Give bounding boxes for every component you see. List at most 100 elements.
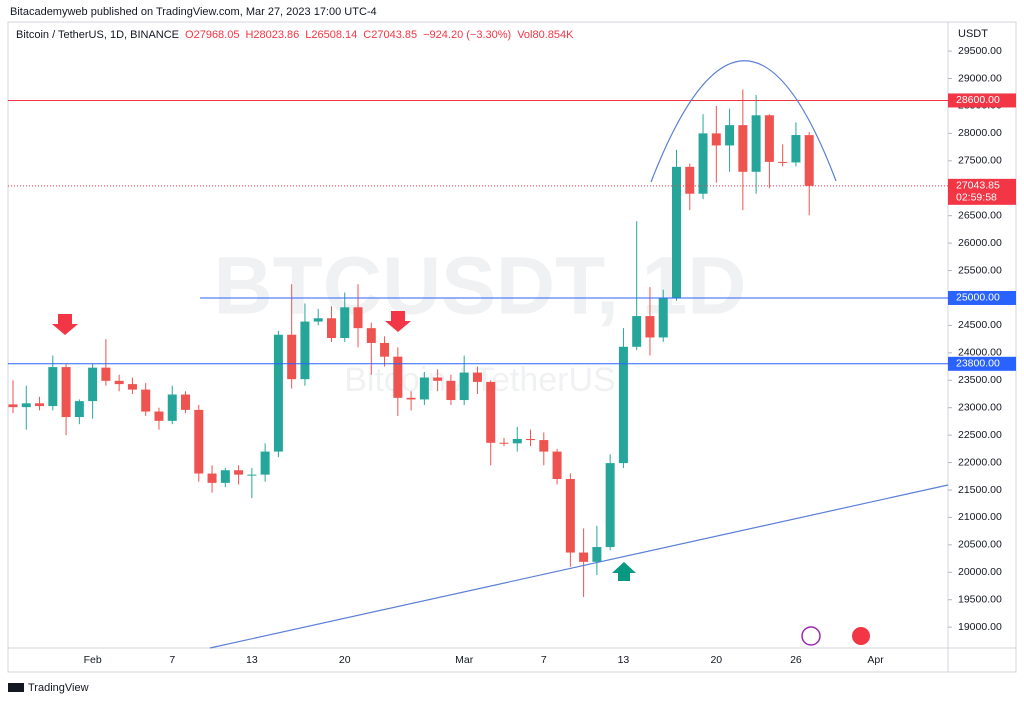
candle-body: [273, 334, 283, 452]
candle-body: [592, 547, 602, 562]
legend-close: C27043.85: [363, 29, 417, 41]
candle-body: [565, 479, 575, 553]
candle-body: [791, 135, 801, 163]
candle-body: [764, 115, 774, 162]
candle-body: [579, 552, 589, 562]
candle-body: [181, 394, 191, 410]
legend-volume: Vol80.854K: [517, 29, 574, 41]
candle-body: [101, 367, 111, 381]
arc-drawing: [650, 60, 837, 183]
candle-body: [618, 346, 628, 464]
candle-body: [8, 404, 18, 408]
candle-body: [366, 328, 376, 343]
candle-body: [804, 135, 814, 186]
legend-open: O27968.05: [185, 29, 239, 41]
countdown-label: 02:59:58: [956, 192, 997, 204]
y-tick-label: 21500.00: [958, 484, 1002, 496]
candle-body: [472, 372, 482, 382]
level-label: 25000.00: [956, 292, 1000, 304]
candle-body: [313, 318, 323, 322]
y-tick-label: 28000.00: [958, 127, 1002, 139]
x-tick-label: Feb: [84, 654, 102, 666]
y-tick-label: 19500.00: [958, 594, 1002, 606]
y-tick-label: 20000.00: [958, 566, 1002, 578]
candle-body: [459, 372, 469, 401]
trend-line: [209, 484, 949, 649]
y-tick-label: 21000.00: [958, 511, 1002, 523]
down-arrow: [385, 311, 411, 332]
x-tick-label: 20: [710, 654, 722, 666]
candle-body: [88, 367, 98, 402]
candle-body: [632, 316, 642, 347]
y-tick-label: 29500.00: [958, 45, 1002, 57]
candle-body: [446, 380, 456, 401]
level-label-bg: [948, 356, 1016, 371]
y-tick-label: 22500.00: [958, 429, 1002, 441]
candle-body: [287, 334, 297, 380]
candle-body: [605, 463, 615, 548]
plot: 19000.00 19500.00 20000.00 20500.00 21000.00…: [8, 45, 1016, 666]
legend-high: H28023.86: [245, 29, 299, 41]
y-tick-label: 23000.00: [958, 401, 1002, 413]
logo: [8, 683, 24, 692]
axis-unit: USDT: [958, 28, 988, 40]
candle-body: [685, 166, 695, 194]
y-tick-label: 27500.00: [958, 155, 1002, 167]
level-label-bg: [948, 93, 1016, 108]
published-line: Bitacademyweb published on TradingView.c…: [10, 6, 377, 18]
up-arrow: [612, 562, 636, 581]
x-tick-label: 13: [618, 654, 630, 666]
candle-body: [645, 316, 655, 338]
legend-low: L26508.14: [305, 29, 357, 41]
y-tick-label: 19000.00: [958, 621, 1002, 633]
level-label: 23800.00: [956, 358, 1000, 370]
frame: [7, 21, 1017, 673]
candle-body: [35, 403, 45, 407]
y-tick-label: 24500.00: [958, 319, 1002, 331]
candle-body: [194, 409, 204, 474]
last-price-label: 27043.85: [956, 180, 1000, 192]
candle-body: [711, 133, 721, 146]
candle-body: [220, 470, 230, 483]
candle-body: [406, 397, 416, 400]
candle-body: [21, 403, 31, 408]
y-tick-label: 24000.00: [958, 347, 1002, 359]
candle-body: [393, 356, 403, 398]
level-label-bg: [948, 290, 1016, 305]
watermark-ticker: BTCUSDT, 1D: [213, 241, 746, 332]
legend: Bitcoin / TetherUS, 1D, BINANCE O27968.05…: [16, 29, 574, 41]
candle-body: [738, 125, 748, 172]
candle-body: [526, 438, 536, 441]
event-icon[interactable]: [801, 626, 821, 646]
candle-body: [207, 473, 217, 483]
down-arrow: [52, 314, 78, 335]
x-tick-label: Apr: [867, 654, 884, 666]
candle-body: [141, 389, 151, 412]
footer-brand: TradingView: [28, 682, 89, 694]
candle-body: [672, 166, 681, 299]
candle-body: [74, 401, 84, 418]
y-tick-label: 29000.00: [958, 72, 1002, 84]
candle-body: [512, 438, 522, 444]
candle-body: [698, 133, 708, 194]
candle-body: [234, 470, 244, 475]
x-tick-label: 7: [169, 654, 175, 666]
y-tick-label: 20500.00: [958, 539, 1002, 551]
last-price-bg: [948, 178, 1016, 205]
legend-change: −924.20 (−3.30%): [423, 29, 511, 41]
candle-body: [725, 125, 735, 146]
candle-body: [380, 342, 390, 357]
event-icon[interactable]: [852, 627, 870, 645]
candle-body: [778, 161, 788, 163]
candle-body: [539, 440, 549, 452]
candle-body: [300, 321, 310, 380]
candle-body: [340, 307, 350, 339]
y-tick-label: 25500.00: [958, 264, 1002, 276]
candle-body: [552, 451, 562, 480]
candle-body: [433, 377, 443, 381]
candle-body: [127, 384, 137, 390]
x-tick-label: 26: [790, 654, 802, 666]
candle-body: [154, 411, 164, 421]
candle-body: [247, 474, 257, 476]
